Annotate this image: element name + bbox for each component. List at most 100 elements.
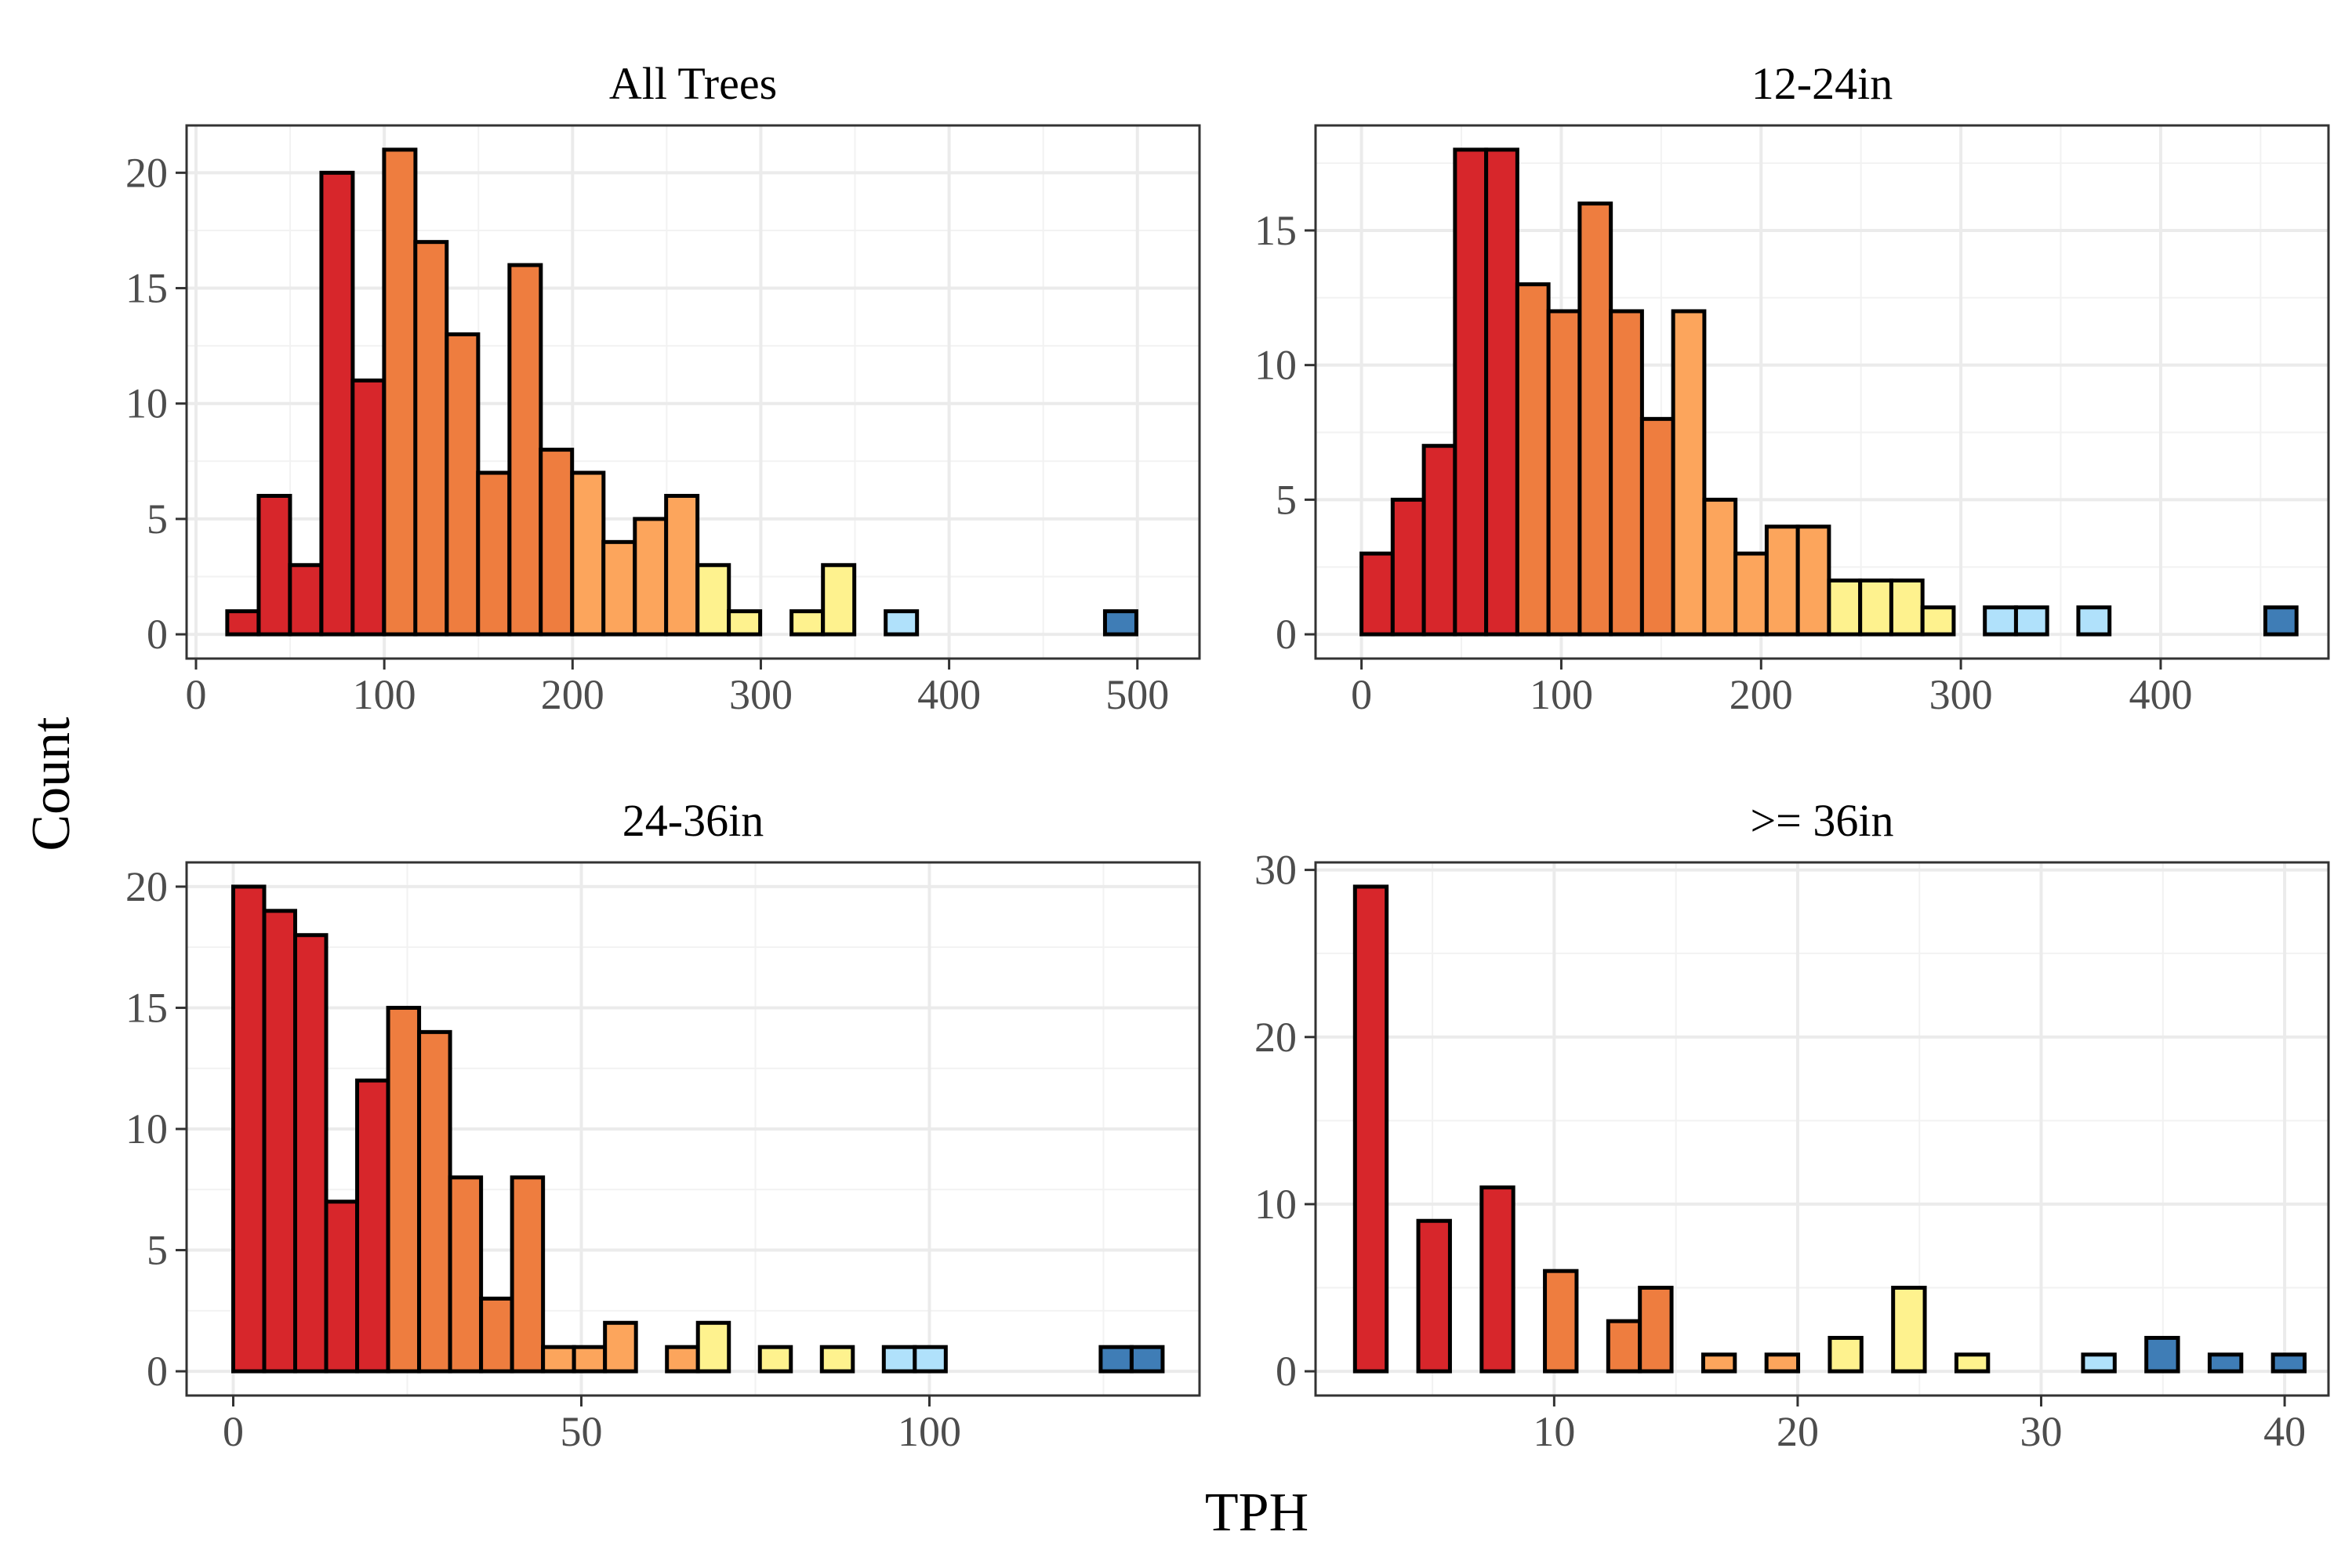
histogram-bar bbox=[819, 1345, 855, 1374]
x-tick-label: 0 bbox=[1351, 671, 1372, 718]
histogram-bar bbox=[1479, 1185, 1515, 1374]
y-tick-label: 10 bbox=[1254, 342, 1297, 389]
x-tick-label: 30 bbox=[2020, 1408, 2063, 1455]
x-tick-label: 100 bbox=[353, 671, 416, 718]
y-tick-label: 10 bbox=[125, 1105, 168, 1152]
histogram-bar bbox=[262, 909, 298, 1374]
panel-all-trees: All Trees 0 100 200 300 400 500 0 5 10 15 20 bbox=[125, 58, 1201, 718]
panel-title: 24-36in bbox=[622, 795, 764, 846]
histogram-bar bbox=[695, 1320, 731, 1374]
histogram-bar bbox=[1606, 1319, 1642, 1374]
histogram-bar bbox=[633, 517, 669, 637]
histogram-bar bbox=[1733, 551, 1769, 637]
histogram-bar bbox=[884, 609, 920, 637]
histogram-bar bbox=[1795, 524, 1831, 637]
axis-ticks: 0 100 200 300 400 500 0 5 10 15 20 bbox=[125, 149, 1169, 718]
histogram-bar bbox=[293, 933, 328, 1374]
panel-ge-36in: >= 36in 10 20 30 40 0 10 20 30 bbox=[1254, 795, 2330, 1455]
histogram-bar bbox=[1515, 282, 1551, 637]
histogram-bar bbox=[507, 263, 543, 637]
plot-background bbox=[1316, 862, 2328, 1396]
histogram-bar bbox=[230, 884, 267, 1374]
x-tick-label: 40 bbox=[2263, 1408, 2306, 1455]
histogram-bar bbox=[1891, 1286, 1927, 1374]
panel-24-36in: 24-36in 0 50 100 0 5 10 15 20 bbox=[125, 795, 1201, 1455]
y-tick-label: 10 bbox=[125, 380, 168, 427]
x-tick-label: 400 bbox=[917, 671, 981, 718]
histogram-bar bbox=[479, 1296, 514, 1374]
histogram-bar bbox=[417, 1029, 452, 1374]
y-axis-title: Count bbox=[21, 717, 82, 851]
histogram-bar bbox=[1546, 309, 1582, 637]
histogram-bar bbox=[382, 147, 418, 637]
y-tick-label: 20 bbox=[125, 149, 168, 196]
y-tick-label: 0 bbox=[1276, 1348, 1297, 1395]
histogram-bar bbox=[288, 563, 324, 637]
histogram-bar bbox=[1416, 1218, 1452, 1374]
histogram-bar bbox=[1764, 524, 1800, 637]
y-tick-label: 5 bbox=[1276, 476, 1297, 523]
histogram-bar bbox=[1983, 605, 2018, 637]
y-tick-label: 0 bbox=[147, 611, 168, 658]
histogram-bar bbox=[1920, 605, 1956, 637]
x-axis-title: TPH bbox=[1205, 1483, 1308, 1543]
histogram-bars bbox=[225, 147, 1138, 637]
histogram-bar bbox=[1543, 1269, 1579, 1374]
histogram-bar bbox=[386, 1005, 422, 1374]
histogram-bar bbox=[665, 1345, 700, 1374]
histogram-bar bbox=[2013, 605, 2049, 637]
y-tick-label: 5 bbox=[147, 1227, 168, 1274]
histogram-bar bbox=[821, 563, 857, 637]
histogram-bar bbox=[539, 448, 575, 637]
histogram-bar bbox=[1828, 1335, 1864, 1374]
histogram-bar bbox=[695, 563, 731, 637]
histogram-bar bbox=[913, 1345, 948, 1374]
histogram-bar bbox=[256, 493, 292, 637]
x-tick-label: 100 bbox=[1530, 671, 1593, 718]
y-tick-label: 20 bbox=[125, 863, 168, 910]
histogram-bar bbox=[1889, 578, 1925, 637]
histogram-bar bbox=[319, 170, 355, 637]
y-tick-label: 5 bbox=[147, 495, 168, 543]
panel-border bbox=[1314, 861, 2330, 1397]
y-tick-label: 0 bbox=[147, 1348, 168, 1395]
histogram-bar bbox=[1671, 309, 1707, 637]
histogram-bar bbox=[757, 1345, 793, 1374]
histogram-bar bbox=[225, 609, 261, 637]
histogram-bar bbox=[1700, 1352, 1737, 1374]
x-tick-label: 0 bbox=[186, 671, 207, 718]
histogram-bar bbox=[1639, 416, 1675, 637]
histogram-bar bbox=[2081, 1352, 2117, 1374]
x-tick-label: 100 bbox=[898, 1408, 961, 1455]
histogram-bar bbox=[1764, 1352, 1801, 1374]
histogram-bar bbox=[541, 1345, 576, 1374]
y-tick-label: 15 bbox=[125, 265, 168, 312]
histogram-bar bbox=[603, 1320, 638, 1374]
axis-ticks: 10 20 30 40 0 10 20 30 bbox=[1254, 847, 2306, 1455]
y-tick-label: 15 bbox=[125, 984, 168, 1031]
histogram-bar bbox=[1702, 497, 1738, 637]
y-tick-label: 30 bbox=[1254, 847, 1297, 894]
histogram-bar bbox=[570, 470, 606, 637]
panel-border bbox=[1314, 124, 2330, 660]
y-tick-label: 15 bbox=[1254, 207, 1297, 254]
panel-title: All Trees bbox=[609, 58, 777, 109]
histogram-bar bbox=[1638, 1286, 1674, 1374]
histogram-bar bbox=[448, 1175, 484, 1374]
axis-ticks: 0 50 100 0 5 10 15 20 bbox=[125, 863, 961, 1455]
histogram-bar bbox=[2207, 1352, 2244, 1374]
histogram-bar bbox=[445, 332, 481, 637]
x-tick-label: 0 bbox=[223, 1408, 244, 1455]
histogram-bar bbox=[2144, 1335, 2180, 1374]
x-tick-label: 200 bbox=[1730, 671, 1793, 718]
x-tick-label: 500 bbox=[1105, 671, 1169, 718]
panel-title: >= 36in bbox=[1750, 795, 1893, 846]
histogram-bar bbox=[1098, 1345, 1134, 1374]
panel-title: 12-24in bbox=[1751, 58, 1893, 109]
histogram-bar bbox=[1390, 497, 1426, 637]
histogram-bar bbox=[572, 1345, 608, 1374]
histogram-bar bbox=[510, 1175, 546, 1374]
axis-ticks: 0 100 200 300 400 0 5 10 15 bbox=[1254, 207, 2192, 718]
